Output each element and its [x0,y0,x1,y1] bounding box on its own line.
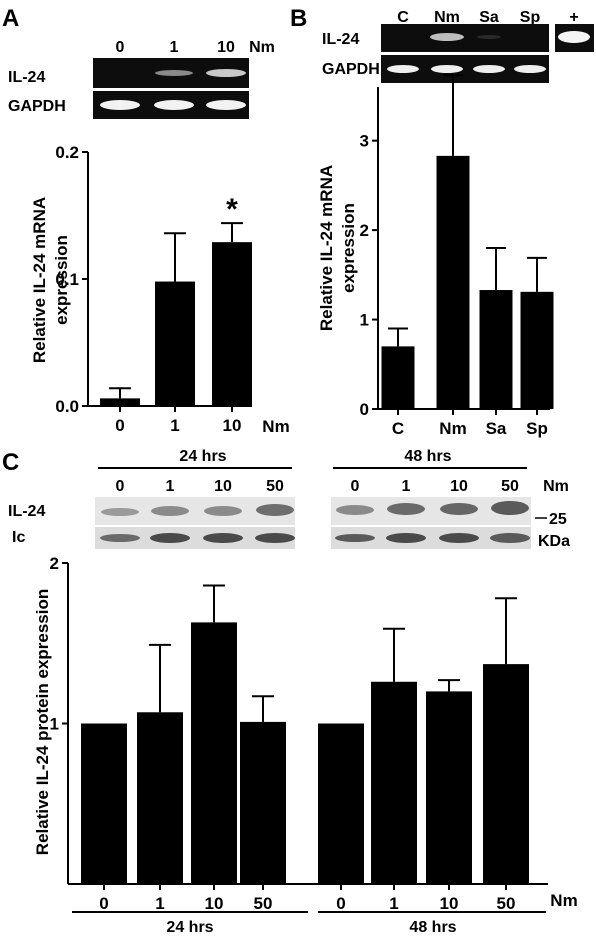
panel-a-y-tick-label: 0.1 [55,270,79,289]
panel-c-blot-48hrs [331,497,531,549]
panel-b-ylabel: Relative IL-24 mRNA expression [317,165,358,331]
panel-a-lane-0: 0 [116,39,125,56]
panel-c-bar-chart: 1 2 0 1 10 50 0 1 10 50 [50,554,548,913]
panel-a-x-tick-label: 1 [170,416,179,435]
panel-b-ylabel-line2: expression [339,203,358,293]
panel-b-gel-il24 [381,24,594,52]
panel-b-row-gapdh: GAPDH [322,61,380,78]
panel-c-bar [240,721,286,884]
panel-c-lane-48-10: 10 [450,478,468,495]
panel-c-bar [426,691,472,884]
panel-c-lane-48-50: 50 [501,478,519,495]
panel-c-ylabel: Relative IL-24 protein expression [33,589,52,855]
panel-c-lane-unit: Nm [543,478,569,495]
panel-b-x-tick-label: Nm [439,419,466,438]
panel-a-gel-il24 [93,58,249,88]
panel-c-x-tick-label: 0 [336,894,345,913]
panel-b-y-tick-label: 1 [360,311,369,330]
panel-b-gel-gapdh [381,55,549,83]
panel-b-y-tick-label: 0 [360,400,369,419]
panel-a-significance-marker: * [226,193,238,226]
panel-b-lane-positive: + [569,9,578,26]
panel-b-y-tick-label: 3 [360,132,369,151]
panel-a-lane-1: 1 [170,39,179,56]
panel-a-bar [212,242,252,406]
panel-c-x-tick-label: 50 [497,894,516,913]
panel-c-lane-48-0: 0 [351,478,360,495]
panel-c-bar [137,712,183,884]
panel-b-letter: B [290,5,307,32]
panel-a-gel-gapdh [93,91,249,119]
panel-c-marker-unit: KDa [538,533,570,550]
panel-c-x-tick-label: 1 [155,894,164,913]
panel-c-x-tick-label: 50 [254,894,273,913]
panel-c-group-48hrs-bottom: 48 hrs [409,919,456,936]
panel-b-lane-sp: Sp [520,9,541,26]
panel-c-lane-24-0: 0 [116,478,125,495]
panel-a-bar [100,398,140,406]
panel-c-lane-48-1: 1 [402,478,411,495]
panel-b-lane-nm: Nm [434,9,460,26]
panel-c-y-tick-label: 1 [50,715,59,734]
panel-a-lane-10: 10 [217,39,235,56]
panel-a-ylabel: Relative IL-24 mRNA expression [30,197,71,363]
panel-c-x-unit: Nm [550,891,577,910]
panel-a-y-tick-label: 0.0 [55,397,79,416]
panel-b-x-tick-label: C [392,419,404,438]
panel-b-bar [479,290,513,409]
panel-c-bar [483,664,529,884]
panel-b-x-tick-label: Sp [526,419,548,438]
panel-a-bar [155,281,195,406]
panel-c-x-tick-label: 10 [440,894,459,913]
panel-b-bar [436,155,470,409]
panel-b-row-il24: IL-24 [322,31,359,48]
panel-a-ylabel-line2: expression [52,235,71,325]
panel-a-letter: A [2,5,19,32]
panel-c-x-tick-label: 0 [99,894,108,913]
panel-a-bar-chart: 0.0 0.1 0.2 0 1 * 10 [55,143,252,435]
panel-c-lane-24-50: 50 [266,478,284,495]
panel-b-bar-chart: 0 1 2 3 C Nm Sa Sp [360,74,554,438]
panel-b-lane-sa: Sa [479,9,499,26]
panel-b-y-tick-label: 2 [360,221,369,240]
panel-a-y-tick-label: 0.2 [55,143,79,162]
panel-a-x-tick-label: 0 [115,416,124,435]
panel-a-x-unit: Nm [262,417,289,436]
panel-c-group-24hrs-bottom: 24 hrs [166,919,213,936]
panel-a-row-gapdh: GAPDH [8,98,66,115]
panel-c-lane-24-1: 1 [166,478,175,495]
panel-c-marker-25: 25 [549,511,567,528]
panel-a-ylabel-line1: Relative IL-24 mRNA [30,197,49,363]
panel-c-x-tick-label: 10 [205,894,224,913]
panel-c-y-tick-label: 2 [50,554,59,573]
panel-c-bar [371,681,417,884]
panel-a-x-tick-label: 10 [223,416,242,435]
panel-a-row-il24: IL-24 [8,69,45,86]
panel-a-lane-unit: Nm [249,39,275,56]
panel-b-bar [381,346,415,409]
panel-c-group-48hrs-top: 48 hrs [404,448,451,465]
panel-b-bar [520,291,554,409]
panel-c-letter: C [2,449,19,476]
panel-c-bar [318,723,364,884]
panel-c-x-tick-label: 1 [389,894,398,913]
panel-b-lane-c: C [397,9,409,26]
panel-c-bar [81,723,127,884]
panel-c-blot-24hrs [95,497,295,549]
panel-c-row-ic: Ic [12,529,25,546]
panel-c-bar [191,622,237,884]
panel-c-lane-24-10: 10 [214,478,232,495]
panel-c-group-24hrs-top: 24 hrs [179,448,226,465]
panel-c-row-il24: IL-24 [8,503,45,520]
panel-b-x-tick-label: Sa [486,419,507,438]
panel-b-ylabel-line1: Relative IL-24 mRNA [317,165,336,331]
